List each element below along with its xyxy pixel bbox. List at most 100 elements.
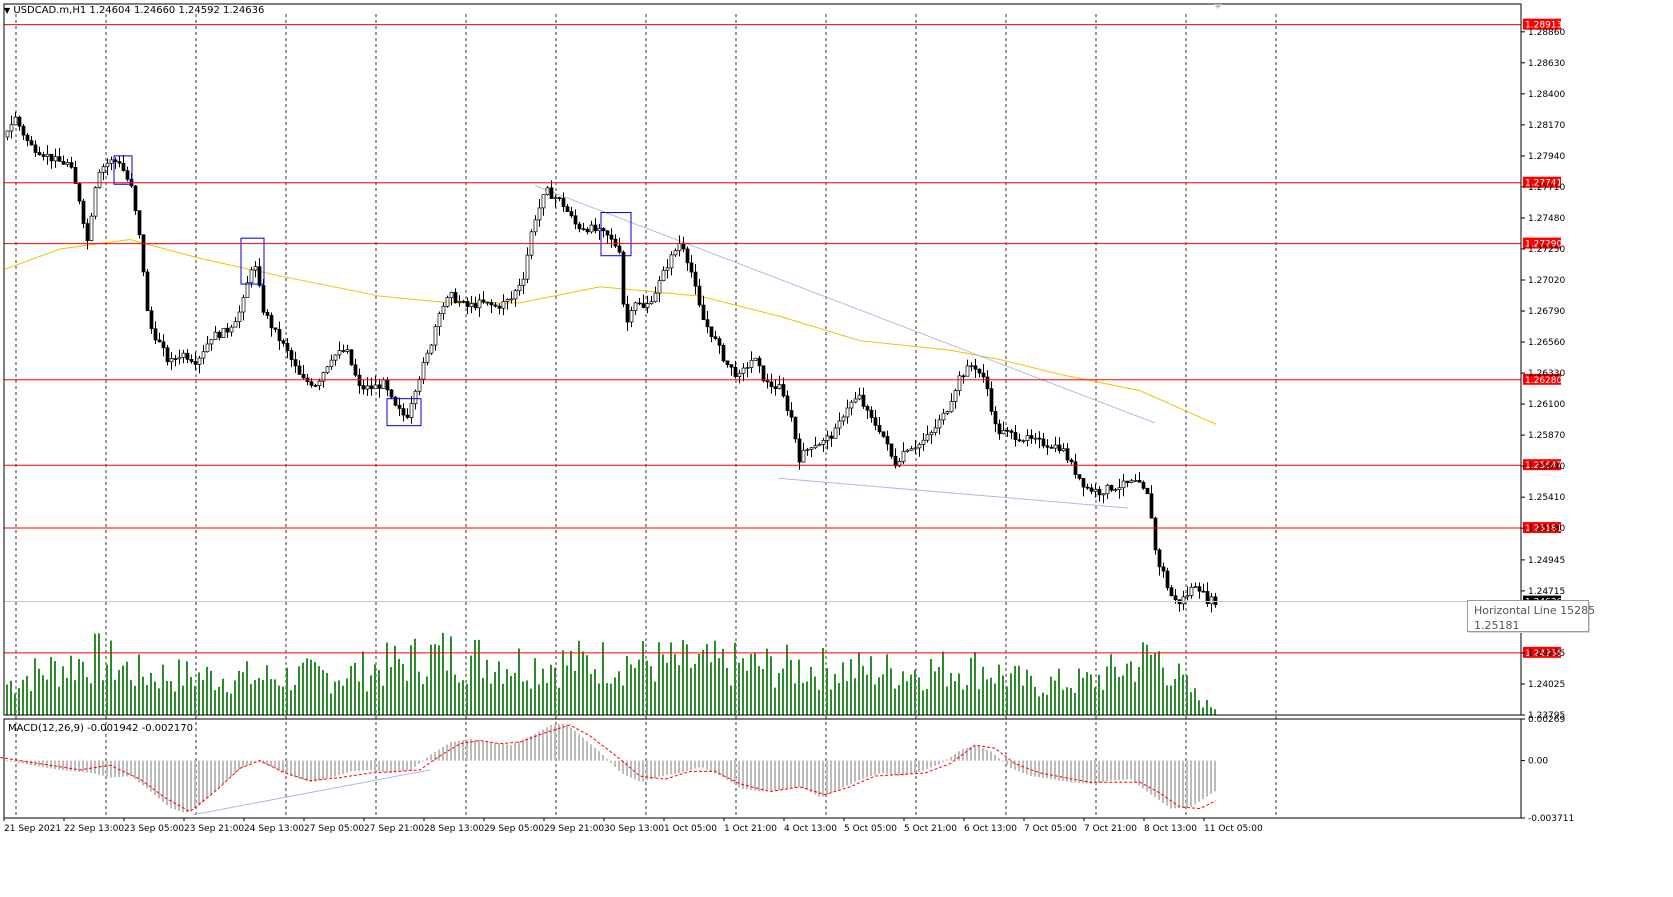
macd-histogram-bar	[266, 760, 268, 766]
macd-histogram-bar	[906, 760, 908, 775]
candle-body	[21, 125, 26, 136]
candle-body	[1109, 484, 1114, 491]
macd-histogram-bar	[134, 760, 136, 780]
volume-bar	[598, 683, 600, 715]
volume-bar	[462, 680, 464, 715]
volume-bar	[698, 653, 700, 715]
candle-body	[361, 385, 366, 390]
volume-bar	[834, 673, 836, 715]
candle-body	[777, 384, 782, 389]
candle-body	[945, 411, 950, 414]
macd-histogram-bar	[1030, 760, 1032, 777]
macd-histogram-bar	[870, 760, 872, 777]
macd-histogram-bar	[1002, 760, 1004, 762]
volume-bar	[278, 685, 280, 715]
macd-histogram-bar	[190, 760, 192, 811]
candle-body	[433, 326, 438, 346]
candle-body	[637, 302, 642, 305]
volume-bar	[414, 638, 416, 715]
candle-body	[53, 156, 58, 162]
candle-body	[1053, 444, 1058, 449]
candle-body	[265, 311, 270, 316]
volume-bar	[586, 655, 588, 715]
candle-body	[73, 167, 78, 184]
macd-histogram-bar	[966, 747, 968, 761]
macd-histogram-bar	[1162, 760, 1164, 803]
candle-body	[613, 238, 618, 247]
macd-histogram-bar	[938, 760, 940, 765]
volume-bar	[418, 671, 420, 715]
macd-histogram-bar	[958, 751, 960, 761]
macd-histogram-bar	[58, 760, 60, 770]
candle-body	[765, 380, 770, 383]
macd-histogram-bar	[942, 760, 944, 763]
volume-bar	[562, 650, 564, 715]
volume-bar	[1022, 685, 1024, 715]
macd-histogram-bar	[486, 741, 488, 761]
macd-histogram-bar	[758, 760, 760, 792]
price-tick-label: 1.24255	[1528, 649, 1565, 659]
highlight-boxes[interactable]	[113, 155, 632, 427]
macd-histogram-bar	[1034, 760, 1036, 777]
candle-body	[205, 343, 210, 353]
volume-bar	[106, 664, 108, 715]
volume-bar	[882, 674, 884, 715]
macd-histogram-bar	[330, 760, 332, 778]
candle-body	[657, 280, 662, 294]
candle-body	[685, 248, 690, 264]
volume-bar	[1102, 689, 1104, 715]
macd-histogram-bar	[734, 760, 736, 785]
volume-bar	[478, 639, 480, 715]
time-label: 21 Sep 2021	[4, 824, 61, 834]
candle-body	[329, 359, 334, 368]
macd-histogram-bar	[466, 739, 468, 761]
volume-bar	[14, 693, 16, 715]
volume-bar	[826, 668, 828, 715]
volume-bar	[58, 686, 60, 715]
candle-body	[353, 364, 358, 376]
volume-bar	[286, 667, 288, 715]
macd-histogram-bar	[666, 760, 668, 776]
volume-bar	[902, 671, 904, 715]
time-label: 28 Sep 13:00	[424, 824, 484, 834]
volume-bar	[1210, 707, 1212, 715]
macd-histogram-bar	[646, 760, 648, 781]
volume-bar	[130, 680, 132, 715]
volume-bar	[70, 655, 72, 715]
macd-histogram-bar	[182, 760, 184, 813]
candle-body	[269, 315, 274, 329]
macd-histogram-bar	[46, 760, 48, 768]
volume-bar	[322, 670, 324, 715]
macd-histogram-bar	[234, 760, 236, 774]
volume-bar	[98, 633, 100, 715]
candle-body	[249, 269, 254, 284]
macd-histogram-bar	[1010, 760, 1012, 769]
candle-body	[869, 409, 874, 419]
macd-histogram-bar	[90, 760, 92, 773]
volume-bar	[754, 652, 756, 715]
volume-bar	[614, 677, 616, 715]
macd-histogram-bar	[142, 760, 144, 786]
macd-histogram-bar	[1182, 760, 1184, 808]
volume-bar	[718, 658, 720, 715]
volume-bar	[1118, 676, 1120, 715]
macd-histogram-bar	[526, 737, 528, 761]
candle-body	[617, 245, 622, 253]
volume-bar	[578, 640, 580, 715]
menu-triangle-icon[interactable]: ▼	[4, 6, 11, 15]
candle-body	[825, 435, 830, 441]
candle-body	[757, 357, 762, 367]
trendlines[interactable]	[534, 185, 1156, 509]
candle-body	[709, 326, 714, 338]
candle-body	[849, 401, 854, 409]
volume-bar	[1074, 692, 1076, 715]
volume-bar	[378, 670, 380, 715]
macd-histogram-bar	[198, 760, 200, 806]
candle-body	[89, 215, 94, 241]
macd-histogram-bar	[818, 760, 820, 797]
horizontal-levels[interactable]: 1.28913 1.27741 1.27290 1.26280 1.25647 1.251…	[4, 18, 1562, 659]
candle-body	[933, 427, 938, 433]
macd-histogram-bar	[846, 760, 848, 786]
